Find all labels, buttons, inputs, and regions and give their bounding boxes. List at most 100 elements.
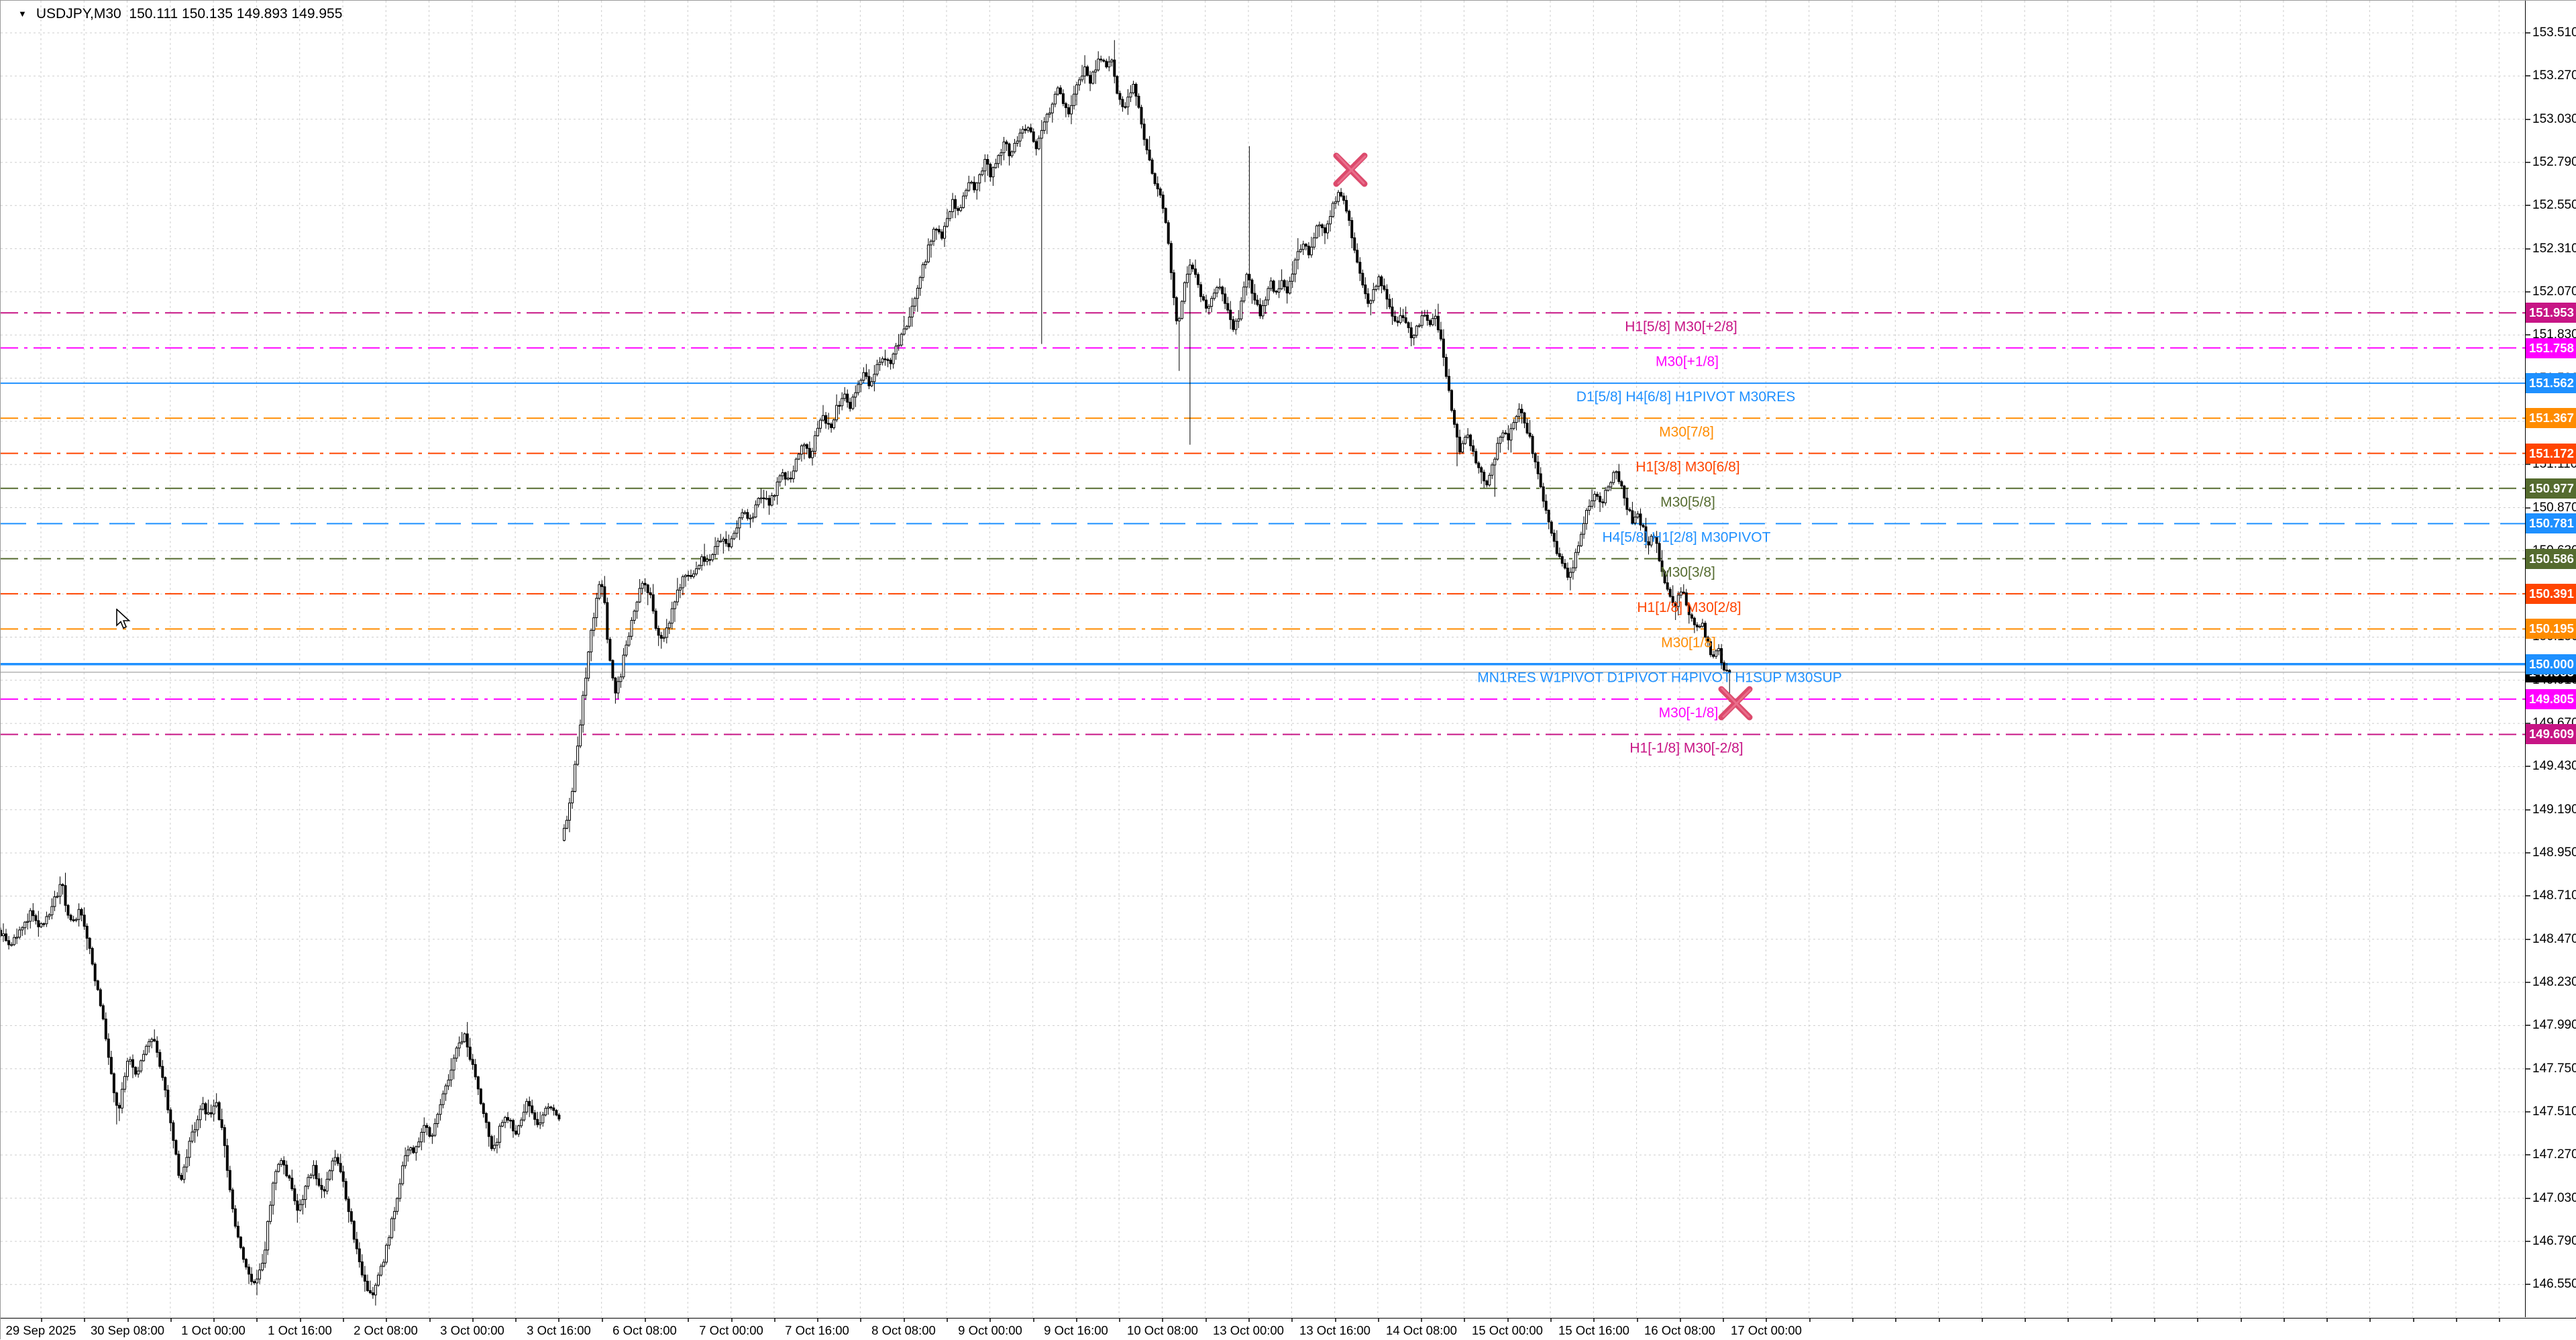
- time-tick-mark: [773, 1319, 775, 1322]
- time-tick-mark: [860, 1319, 862, 1322]
- price-tick-label: 150.870: [2532, 501, 2576, 515]
- price-tick-mark: [2526, 119, 2530, 120]
- time-tick-mark: [1421, 1319, 1423, 1322]
- time-tick-mark: [343, 1319, 344, 1322]
- price-tick-mark: [2526, 1284, 2530, 1285]
- sell-signal-x-0[interactable]: [1333, 152, 1368, 187]
- price-tick-label: 148.230: [2532, 975, 2576, 989]
- sell-signal-x-1[interactable]: [1718, 686, 1753, 721]
- level-label-9: M30[1/8]: [1661, 635, 1716, 650]
- time-tick-mark: [170, 1319, 172, 1322]
- time-tick-mark: [2412, 1319, 2414, 1322]
- chart-plot-area[interactable]: H1[5/8] M30[+2/8] M30[+1/8] D1[5/8] H4[6/8…: [1, 1, 2526, 1317]
- price-tick-label: 146.790: [2532, 1234, 2576, 1248]
- time-tick-mark: [989, 1319, 991, 1322]
- price-axis[interactable]: 153.510 153.270 153.030 152.790 152.550 152.3…: [2526, 1, 2576, 1317]
- time-tick-mark: [817, 1319, 819, 1322]
- time-tick-mark: [1550, 1319, 1552, 1322]
- price-tick-mark: [2526, 766, 2530, 767]
- price-tick-mark: [2526, 507, 2530, 509]
- time-tick-mark: [1205, 1319, 1207, 1322]
- time-tick-mark: [2025, 1319, 2027, 1322]
- price-tick-mark: [2526, 852, 2530, 854]
- price-tick-mark: [2526, 1241, 2530, 1242]
- level-label-4: H1[3/8] M30[6/8]: [1635, 460, 1739, 475]
- time-label: 1 Oct 16:00: [268, 1323, 332, 1337]
- price-tick-mark: [2526, 1068, 2530, 1070]
- level-label-5: M30[5/8]: [1660, 495, 1715, 510]
- time-tick-mark: [1723, 1319, 1725, 1322]
- price-tick-mark: [2526, 291, 2530, 293]
- time-label: 29 Sep 2025: [5, 1323, 76, 1337]
- time-axis[interactable]: 29 Sep 2025 30 Sep 08:00 1 Oct 00:00 1 Oct …: [1, 1318, 2576, 1340]
- time-tick-mark: [1809, 1319, 1811, 1322]
- time-tick-mark: [1291, 1319, 1293, 1322]
- time-tick-mark: [1162, 1319, 1164, 1322]
- candle-wicks: [1, 40, 1730, 1306]
- level-price-badge-7: 150.586: [2526, 549, 2576, 569]
- time-tick-mark: [1766, 1319, 1768, 1322]
- price-tick-label: 153.030: [2532, 112, 2576, 126]
- level-label-6: H4[5/8] H1[2/8] M30PIVOT: [1603, 529, 1771, 545]
- time-label: 16 Oct 08:00: [1644, 1323, 1715, 1337]
- price-tick-label: 147.030: [2532, 1191, 2576, 1205]
- time-tick-mark: [1507, 1319, 1509, 1322]
- time-tick-mark: [429, 1319, 431, 1322]
- time-label: 15 Oct 16:00: [1558, 1323, 1629, 1337]
- time-tick-mark: [256, 1319, 258, 1322]
- time-tick-mark: [386, 1319, 388, 1322]
- time-tick-mark: [1377, 1319, 1379, 1322]
- price-tick-mark: [2526, 162, 2530, 163]
- symbol-dropdown-icon[interactable]: ▼: [18, 9, 27, 19]
- time-tick-mark: [903, 1319, 905, 1322]
- price-tick-label: 153.510: [2532, 25, 2576, 40]
- symbol-label: USDJPY,M30: [36, 6, 121, 21]
- price-tick-label: 152.790: [2532, 155, 2576, 169]
- level-price-badge-9: 150.195: [2526, 619, 2576, 639]
- time-tick-mark: [2154, 1319, 2155, 1322]
- price-tick-mark: [2526, 75, 2530, 76]
- time-tick-mark: [1981, 1319, 1983, 1322]
- time-label: 7 Oct 00:00: [699, 1323, 763, 1337]
- time-tick-mark: [645, 1319, 646, 1322]
- time-tick-mark: [1895, 1319, 1897, 1322]
- price-tick-mark: [2526, 982, 2530, 983]
- level-label-12: H1[-1/8] M30[-2/8]: [1629, 741, 1743, 756]
- time-tick-mark: [2197, 1319, 2199, 1322]
- price-tick-label: 146.550: [2532, 1277, 2576, 1291]
- time-tick-mark: [558, 1319, 560, 1322]
- price-tick-mark: [2526, 32, 2530, 34]
- time-label: 17 Oct 00:00: [1731, 1323, 1802, 1337]
- time-tick-mark: [1032, 1319, 1034, 1322]
- time-label: 8 Oct 08:00: [871, 1323, 936, 1337]
- time-tick-mark: [1464, 1319, 1466, 1322]
- price-tick-label: 152.070: [2532, 285, 2576, 299]
- level-price-badge-5: 150.977: [2526, 478, 2576, 499]
- price-tick-mark: [2526, 1198, 2530, 1199]
- time-tick-mark: [731, 1319, 733, 1322]
- price-tick-label: 147.270: [2532, 1147, 2576, 1162]
- price-tick-mark: [2526, 939, 2530, 940]
- time-label: 1 Oct 00:00: [181, 1323, 246, 1337]
- price-tick-mark: [2526, 334, 2530, 336]
- candlestick-chart[interactable]: H1[5/8] M30[+2/8] M30[+1/8] D1[5/8] H4[6/8…: [1, 1, 2525, 1317]
- time-tick-mark: [472, 1319, 474, 1322]
- time-tick-mark: [41, 1319, 42, 1322]
- time-label: 3 Oct 00:00: [440, 1323, 504, 1337]
- price-tick-mark: [2526, 1154, 2530, 1155]
- time-tick-mark: [947, 1319, 948, 1322]
- time-label: 3 Oct 16:00: [527, 1323, 591, 1337]
- time-tick-mark: [299, 1319, 301, 1322]
- price-tick-label: 147.750: [2532, 1062, 2576, 1076]
- time-label: 30 Sep 08:00: [90, 1323, 165, 1337]
- level-label-1: M30[+1/8]: [1656, 354, 1719, 370]
- time-tick-mark: [1075, 1319, 1077, 1322]
- price-tick-mark: [2526, 248, 2530, 250]
- level-label-3: M30[7/8]: [1659, 424, 1714, 440]
- price-tick-mark: [2526, 205, 2530, 206]
- price-tick-mark: [2526, 464, 2530, 465]
- level-price-badge-2: 151.562: [2526, 373, 2576, 393]
- chart-title: ▼ USDJPY,M30 150.111 150.135 149.893 149.…: [18, 6, 342, 22]
- level-price-badge-0: 151.953: [2526, 303, 2576, 323]
